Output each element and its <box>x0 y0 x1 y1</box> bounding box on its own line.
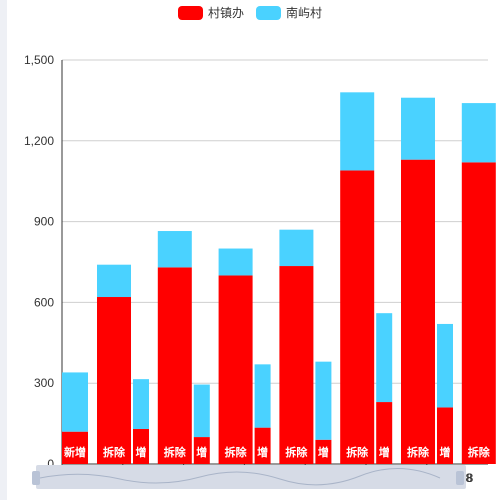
bar-segment-village-office <box>157 267 192 464</box>
bar-segment-nanyu-village <box>376 313 393 403</box>
bar-data-label: 增 <box>440 445 451 459</box>
bar-data-label: 拆除 <box>407 445 430 459</box>
legend-item-nanyu-village[interactable]: 南屿村 <box>256 4 322 21</box>
bar-segment-village-office <box>218 275 253 464</box>
bar-segment-nanyu-village <box>437 323 453 408</box>
bar-data-label: 增 <box>196 445 207 459</box>
legend-label-nanyu-village: 南屿村 <box>286 6 323 20</box>
bar-data-label: 拆除 <box>346 445 369 459</box>
bar-segment-nanyu-village <box>279 229 314 267</box>
bar-segment-nanyu-village <box>62 372 88 432</box>
bar-segment-village-office <box>376 402 393 464</box>
bar-segment-nanyu-village <box>193 384 210 438</box>
y-tick-label: 0 <box>47 457 54 471</box>
datazoom-preview-line <box>39 468 441 486</box>
datazoom-right-handle[interactable] <box>456 471 464 485</box>
y-tick-label: 900 <box>34 215 54 229</box>
legend-swatch-village-office <box>177 5 203 20</box>
bar-data-label: 拆除 <box>285 445 308 459</box>
bar-segment-nanyu-village <box>133 379 149 429</box>
y-tick-label: 300 <box>34 376 54 390</box>
bar-segment-village-office <box>254 427 271 464</box>
bar-segment-nanyu-village <box>157 231 192 268</box>
y-tick-label: 600 <box>34 295 54 309</box>
bar-data-label: 增 <box>136 445 147 459</box>
bar-segment-village-office <box>133 428 149 464</box>
bar-segment-village-office <box>401 159 435 465</box>
bar-segment-village-office <box>279 266 314 464</box>
bar-segment-nanyu-village <box>461 103 496 163</box>
datazoom-left-handle[interactable] <box>32 471 40 485</box>
bar-segment-nanyu-village <box>97 264 131 298</box>
bar-data-label: 拆除 <box>164 445 187 459</box>
bar-data-label: 增 <box>379 445 390 459</box>
bar-segment-village-office <box>340 170 375 464</box>
legend-label-village-office: 村镇办 <box>207 6 244 20</box>
y-tick-label: 1,200 <box>24 134 54 148</box>
x-tick-label-clipped: 8 <box>467 471 474 485</box>
bar-segment-village-office <box>315 439 332 464</box>
bar-segment-village-office <box>461 162 496 464</box>
bar-segment-village-office <box>97 297 131 464</box>
bar-data-label: 拆除 <box>103 445 126 459</box>
legend: 村镇办 南屿村 <box>0 4 500 21</box>
legend-swatch-nanyu-village <box>256 5 281 20</box>
bar-segment-nanyu-village <box>401 97 435 160</box>
bar-data-label: 增 <box>318 445 329 459</box>
bar-segment-village-office <box>193 437 210 464</box>
bar-data-label: 新增 <box>64 445 86 459</box>
bar-data-label: 拆除 <box>468 445 491 459</box>
bar-segment-village-office <box>62 431 88 464</box>
bar-segment-village-office <box>437 407 453 464</box>
left-edge-strip <box>0 0 7 500</box>
bar-segment-nanyu-village <box>218 248 253 276</box>
legend-item-village-office[interactable]: 村镇办 <box>177 4 244 21</box>
bar-data-label: 增 <box>257 445 268 459</box>
bar-segment-nanyu-village <box>254 364 271 428</box>
bar-segment-nanyu-village <box>340 92 375 171</box>
y-tick-label: 1,500 <box>24 53 54 67</box>
bar-data-label: 拆除 <box>225 445 248 459</box>
bar-segment-nanyu-village <box>315 361 332 440</box>
